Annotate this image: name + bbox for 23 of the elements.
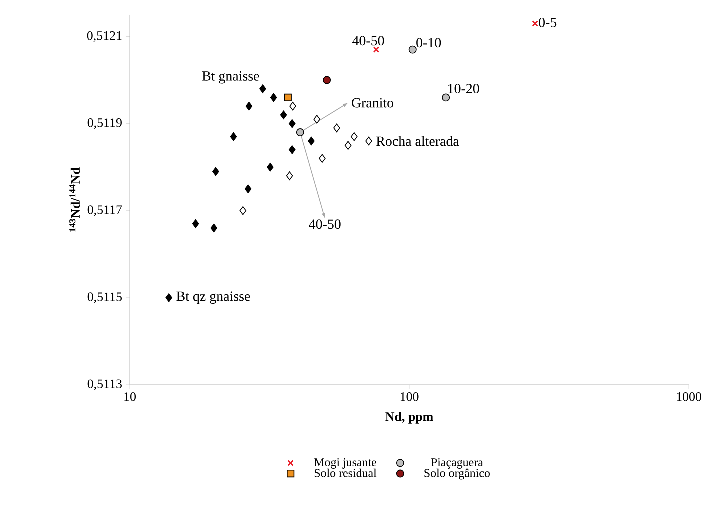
legend-label: Piaçaguera [431,458,484,469]
legend-label: Solo residual [314,468,377,478]
y-axis-title: $^{143}$Nd/$^{144}$Nd [70,168,80,232]
legend-label: Solo orgânico [424,468,490,480]
annotation: Granito [352,98,394,108]
y-tick-label: 0,5113 [88,380,122,390]
y-tick-label: 0,5117 [88,206,122,216]
x-tick-label: 1000 [677,392,702,402]
y-tick-label: 0,5119 [88,118,122,130]
x-axis-title: Nd, ppm [386,412,434,424]
annotation: Bt gnaisse [202,72,260,84]
x-tick-label: 100 [400,392,419,402]
x-tick-label: 10 [124,392,136,402]
annotation: 0-5 [539,18,557,28]
annotation: 0-10 [416,38,442,48]
legend-label: Mogi jusante [314,458,376,469]
y-tick-label: 0,5121 [87,31,122,42]
y-tick-label: 0,5115 [88,292,122,304]
annotation: 40-50 [309,220,341,230]
annotation: Rocha alterada [376,136,460,146]
annotation: 10-20 [448,84,480,94]
annotation: 40-50 [352,36,384,46]
annotation: Bt qz gnaisse [176,292,250,304]
